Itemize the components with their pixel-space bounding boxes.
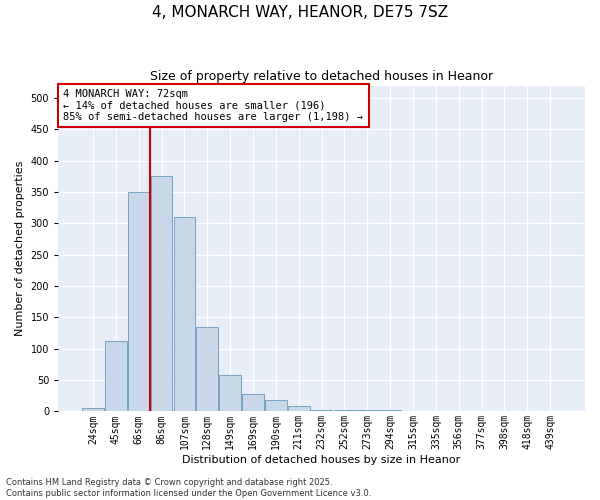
Text: Contains HM Land Registry data © Crown copyright and database right 2025.
Contai: Contains HM Land Registry data © Crown c… — [6, 478, 371, 498]
Bar — [151, 176, 172, 412]
Bar — [539, 411, 561, 412]
Bar — [379, 410, 401, 412]
Bar — [220, 375, 241, 412]
Bar — [311, 410, 332, 412]
Bar — [402, 411, 424, 412]
Bar — [356, 410, 378, 412]
Bar — [196, 327, 218, 411]
Bar — [173, 217, 196, 412]
Text: 4 MONARCH WAY: 72sqm
← 14% of detached houses are smaller (196)
85% of semi-deta: 4 MONARCH WAY: 72sqm ← 14% of detached h… — [64, 89, 364, 122]
Title: Size of property relative to detached houses in Heanor: Size of property relative to detached ho… — [150, 70, 493, 83]
Bar — [334, 410, 355, 412]
Bar — [105, 340, 127, 411]
Bar — [128, 192, 149, 412]
X-axis label: Distribution of detached houses by size in Heanor: Distribution of detached houses by size … — [182, 455, 461, 465]
Bar — [494, 411, 515, 412]
Y-axis label: Number of detached properties: Number of detached properties — [15, 161, 25, 336]
Text: 4, MONARCH WAY, HEANOR, DE75 7SZ: 4, MONARCH WAY, HEANOR, DE75 7SZ — [152, 5, 448, 20]
Bar — [242, 394, 264, 411]
Bar — [82, 408, 104, 412]
Bar — [265, 400, 287, 411]
Bar — [288, 406, 310, 412]
